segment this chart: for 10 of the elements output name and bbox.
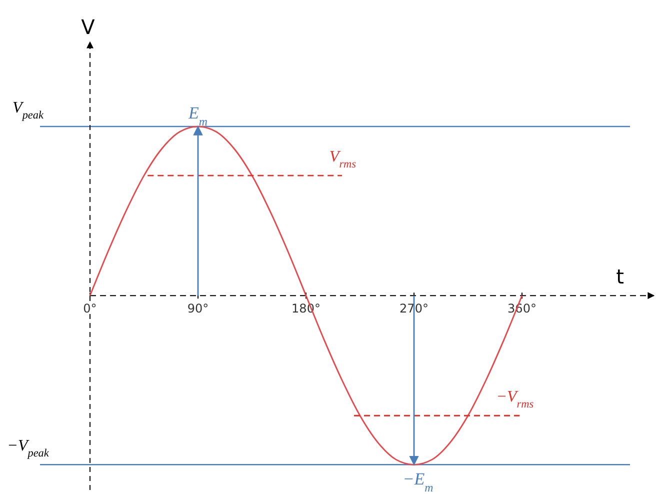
x-tick-label: 0° [83,302,97,316]
series-label: V$_{rms}$ [329,148,357,171]
annotation: E$_{m}$ [188,104,208,129]
ref-line-label: −V$_{peak}$ [7,438,50,460]
y-axis-title: V [81,15,96,39]
series-label: −V$_{rms}$ [496,388,534,411]
x-axis-title: t [616,264,624,289]
annotation: −E$_{m}$ [402,470,434,494]
x-tick-label: 90° [187,302,209,316]
ref-line-label: V$_{peak}$ [12,100,44,122]
